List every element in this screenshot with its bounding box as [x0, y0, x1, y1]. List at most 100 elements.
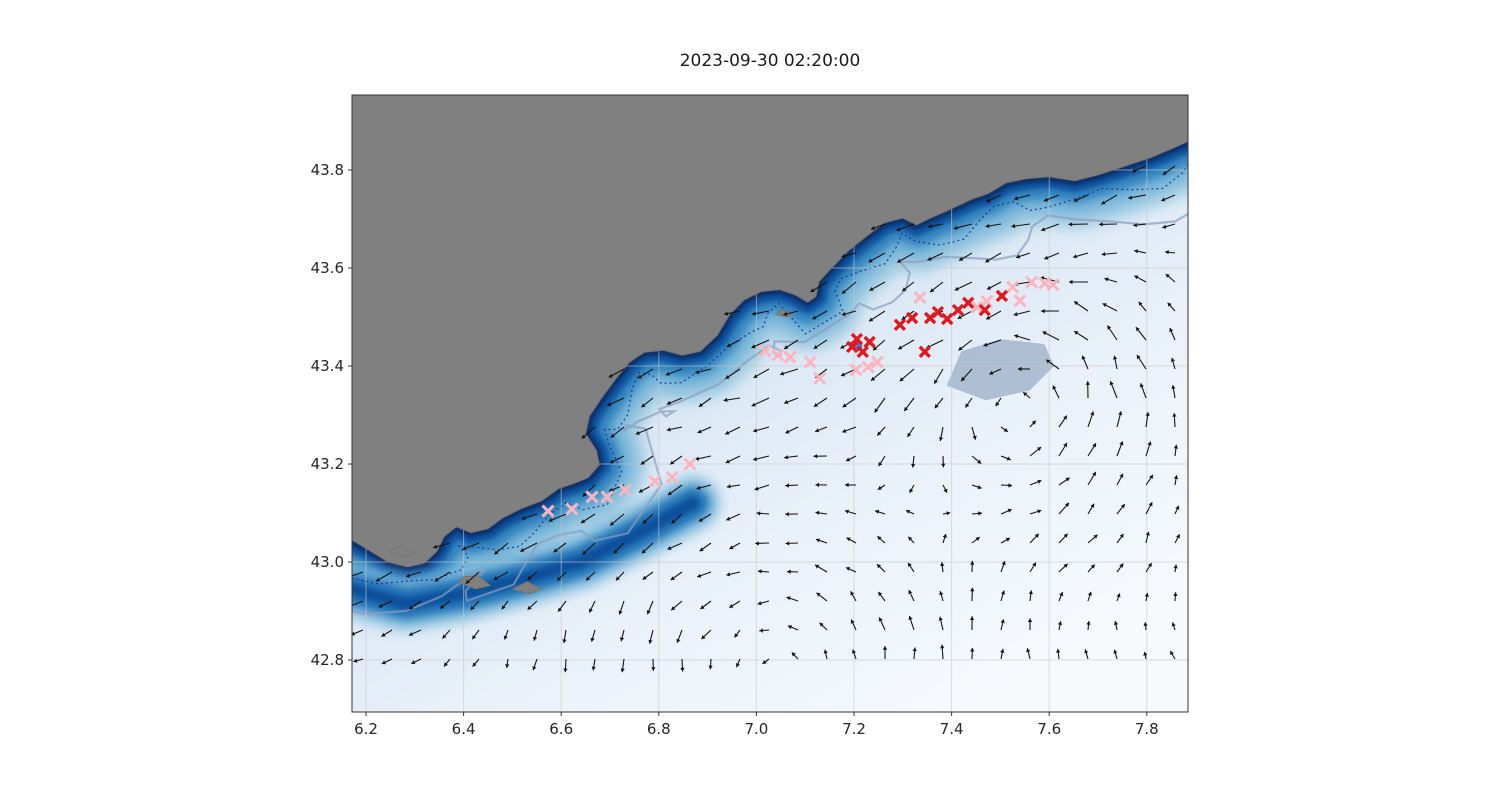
current-arrowhead: [1092, 443, 1096, 448]
current-arrowhead: [841, 253, 846, 258]
current-arrowhead: [666, 400, 671, 405]
current-arrowhead: [1128, 195, 1133, 200]
current-arrowhead: [610, 521, 615, 526]
current-arrowhead: [680, 667, 685, 672]
current-arrowhead: [785, 512, 789, 517]
current-arrowhead: [1026, 648, 1031, 653]
pink-x-marker: [970, 300, 984, 314]
current-arrowhead: [1063, 415, 1067, 420]
red-x-marker: [856, 345, 870, 359]
current-arrowhead: [1065, 502, 1069, 507]
current-arrowhead: [1092, 471, 1096, 477]
current-arrowhead: [877, 431, 882, 436]
current-arrowhead: [911, 463, 916, 468]
current-arrowhead: [1147, 441, 1152, 446]
current-arrowhead: [757, 569, 762, 574]
current-arrowhead: [965, 403, 970, 408]
current-arrowhead: [505, 664, 510, 668]
current-arrowhead: [1136, 355, 1141, 360]
current-arrowhead: [850, 619, 855, 624]
current-arrowhead: [812, 315, 817, 320]
current-arrowhead: [615, 576, 620, 581]
current-arrowhead: [810, 288, 815, 292]
current-arrowhead: [726, 516, 731, 521]
current-arrowhead: [1068, 279, 1073, 285]
current-arrowhead: [527, 605, 532, 610]
current-arrowhead: [1001, 590, 1006, 595]
current-arrowhead: [784, 399, 789, 404]
current-arrowhead: [521, 515, 526, 520]
current-arrowhead: [943, 488, 948, 493]
current-arrowhead: [670, 576, 675, 581]
current-arrowhead: [553, 548, 558, 553]
current-arrowhead: [813, 454, 818, 459]
current-arrowhead: [783, 311, 788, 316]
current-arrowhead: [878, 462, 883, 467]
current-arrowhead: [1000, 619, 1005, 624]
current-arrowhead: [1042, 331, 1047, 336]
current-arrowhead: [977, 459, 982, 464]
current-arrowhead: [785, 483, 789, 488]
current-arrowhead: [985, 223, 990, 229]
current-arrowhead: [1093, 534, 1098, 539]
current-arrowhead: [434, 577, 439, 582]
current-arrowhead: [723, 397, 728, 403]
current-arrowhead: [1005, 537, 1010, 542]
current-arrowhead: [927, 256, 932, 261]
current-arrowhead: [1149, 474, 1153, 480]
pink-x-marker: [861, 360, 875, 374]
current-arrowhead: [970, 647, 975, 652]
current-arrowhead: [557, 576, 562, 581]
current-arrowhead: [970, 587, 975, 592]
current-arrowhead: [907, 432, 912, 437]
current-arrowhead: [899, 377, 904, 382]
current-arrowhead: [759, 628, 763, 633]
current-arrowhead: [667, 546, 672, 550]
pink-x-marker: [849, 363, 863, 377]
current-arrowhead: [846, 537, 851, 542]
current-arrowhead: [1011, 223, 1016, 229]
current-arrowhead: [1041, 227, 1046, 232]
current-arrowhead: [1173, 564, 1178, 569]
current-arrowhead: [762, 660, 767, 664]
current-arrowhead: [1134, 249, 1139, 254]
current-arrowhead: [985, 258, 990, 263]
current-arrowhead: [646, 610, 651, 615]
current-arrowhead: [1041, 308, 1045, 314]
current-arrowhead: [1145, 531, 1150, 536]
pink-x-marker: [803, 355, 817, 369]
current-arrowhead: [735, 663, 740, 668]
current-arrowhead: [619, 637, 625, 642]
current-arrowhead: [842, 428, 847, 433]
current-arrowhead: [908, 562, 912, 567]
current-arrowhead: [1113, 355, 1118, 360]
current-arrowhead: [581, 434, 586, 439]
pink-x-marker: [783, 350, 797, 364]
current-arrowhead: [901, 315, 906, 320]
current-arrowhead: [1074, 301, 1079, 306]
current-arrowhead: [1170, 651, 1174, 656]
y-tick-label: 43.8: [311, 161, 344, 179]
current-arrowhead: [987, 285, 992, 290]
pink-x-marker: [771, 348, 785, 362]
red-x-marker: [978, 303, 992, 317]
current-arrowhead: [877, 564, 882, 569]
current-arrowhead: [695, 369, 700, 375]
pink-x-marker: [1046, 278, 1060, 292]
current-arrowhead: [850, 591, 855, 596]
current-arrowhead: [586, 576, 591, 581]
current-arrowhead: [725, 430, 730, 435]
current-arrowhead: [784, 455, 788, 460]
current-arrowhead: [729, 545, 734, 550]
current-arrowhead: [724, 311, 729, 316]
current-arrowhead: [877, 485, 882, 490]
current-arrowhead: [953, 225, 958, 230]
current-arrowhead: [725, 375, 730, 379]
current-arrowhead: [696, 485, 701, 490]
current-arrowhead: [787, 625, 793, 630]
pink-x-marker: [600, 490, 614, 504]
current-arrowhead: [871, 376, 876, 381]
pink-x-marker: [565, 502, 579, 516]
pink-x-marker: [913, 290, 927, 304]
